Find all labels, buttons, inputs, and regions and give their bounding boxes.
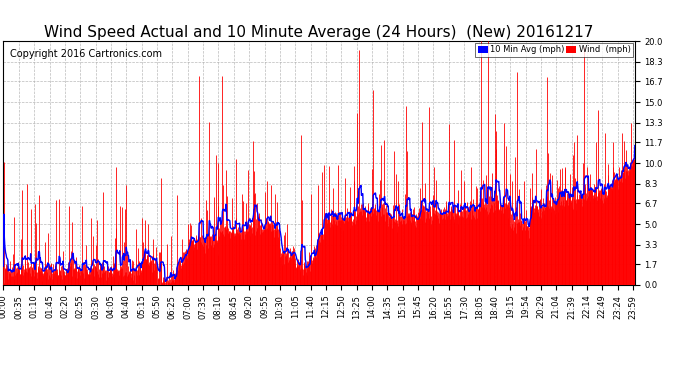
Text: Copyright 2016 Cartronics.com: Copyright 2016 Cartronics.com [10, 49, 161, 58]
Legend: 10 Min Avg (mph), Wind  (mph): 10 Min Avg (mph), Wind (mph) [475, 43, 633, 57]
Title: Wind Speed Actual and 10 Minute Average (24 Hours)  (New) 20161217: Wind Speed Actual and 10 Minute Average … [44, 25, 594, 40]
